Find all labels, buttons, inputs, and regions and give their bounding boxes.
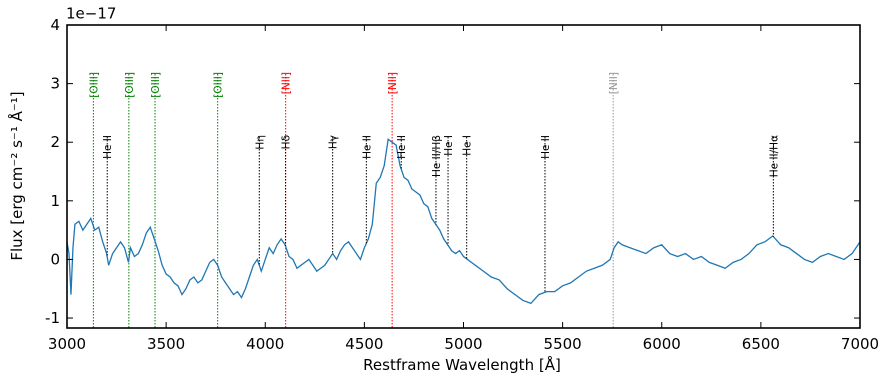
marker-label: He II/Hβ <box>431 135 443 177</box>
y-tick-label: 3 <box>50 75 60 93</box>
x-tick-label: 3000 <box>48 335 86 353</box>
marker-label: He II <box>540 135 552 159</box>
band-label: [OIII] <box>150 72 162 98</box>
y-tick-label: -1 <box>45 309 60 327</box>
x-tick-label: 7000 <box>841 335 879 353</box>
band-label: [OIII] <box>88 72 100 98</box>
plot-frame <box>66 24 861 329</box>
spectrum-line <box>66 138 861 305</box>
band-label: [NII] <box>281 72 293 94</box>
marker-label: Hη <box>254 135 266 150</box>
marker-label: He II <box>361 135 373 159</box>
marker-label: He II <box>102 135 114 159</box>
marker-label: He I <box>462 135 474 156</box>
marker-label: Hγ <box>328 135 340 149</box>
band-label: [OIII] <box>124 72 136 98</box>
marker-label: He II <box>396 135 408 159</box>
marker-label: He II/Hα <box>768 135 780 177</box>
band-label: [OIII] <box>213 72 225 98</box>
band-label: [NII] <box>387 72 399 94</box>
y-tick-label: 0 <box>50 250 60 268</box>
x-tick-label: 6000 <box>643 335 681 353</box>
marker-label: He I <box>443 135 455 156</box>
y-tick-label: 2 <box>50 133 60 151</box>
x-tick-label: 3500 <box>147 335 185 353</box>
x-tick-label: 6500 <box>742 335 780 353</box>
x-tick-label: 5000 <box>444 335 482 353</box>
x-axis-label: Restframe Wavelength [Å] <box>363 355 561 374</box>
offset-label: 1e−17 <box>66 5 116 23</box>
marker-label: Hδ <box>280 135 292 149</box>
x-tick-label: 4500 <box>345 335 383 353</box>
band-label: [NII] <box>608 72 620 94</box>
y-axis-label: Flux [erg cm⁻² s⁻¹ Å⁻¹] <box>7 91 26 260</box>
x-tick-label: 5500 <box>544 335 582 353</box>
y-tick-label: 1 <box>50 192 60 210</box>
y-tick-label: 4 <box>50 16 60 34</box>
x-tick-label: 4000 <box>246 335 284 353</box>
